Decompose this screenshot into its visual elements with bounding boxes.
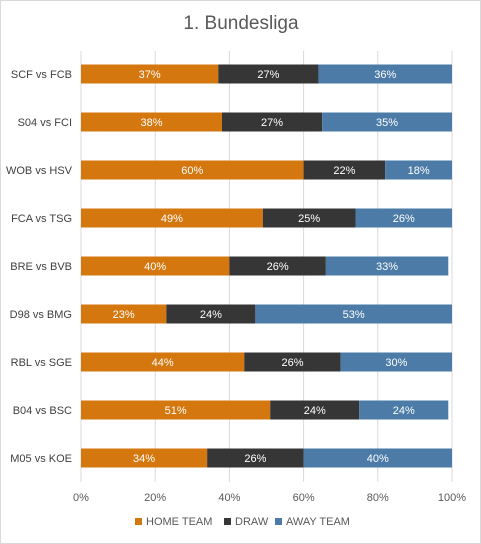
data-label: 53% bbox=[343, 309, 365, 321]
data-label: 25% bbox=[298, 213, 320, 225]
bar-segment bbox=[218, 64, 319, 84]
bar-segment bbox=[221, 112, 323, 132]
category-label: RBL vs SGE bbox=[11, 357, 72, 369]
x-axis-ticks: 0% 20% 40% 60% 80% 100% bbox=[73, 492, 466, 504]
data-label: 24% bbox=[393, 405, 415, 417]
bar-segment bbox=[340, 352, 452, 372]
category-label: B04 vs BSC bbox=[13, 405, 72, 417]
bar-segment bbox=[303, 448, 452, 468]
x-tick-label: 100% bbox=[438, 492, 466, 504]
category-label: D98 vs BMG bbox=[10, 309, 72, 321]
bar-segment bbox=[229, 256, 326, 276]
category-label: FCA vs TSG bbox=[11, 213, 72, 225]
bar-segment bbox=[303, 160, 386, 180]
category-label: M05 vs KOE bbox=[10, 453, 72, 465]
data-label: 33% bbox=[376, 261, 398, 273]
bar-segment bbox=[81, 112, 222, 132]
data-label: 36% bbox=[374, 69, 396, 81]
bars: 37% 27% 36% 38% 27% 35% 60% 22% 18% 49% 25% 26% 40% 2… bbox=[81, 64, 452, 468]
legend-label: DRAW bbox=[235, 516, 269, 528]
data-label: 51% bbox=[165, 405, 187, 417]
legend-label: HOME TEAM bbox=[146, 516, 212, 528]
bar-segment bbox=[262, 208, 356, 228]
bar-segment bbox=[355, 208, 452, 228]
x-tick-label: 20% bbox=[144, 492, 166, 504]
bar-segment bbox=[359, 400, 449, 420]
x-tick-label: 40% bbox=[218, 492, 240, 504]
bar-segment bbox=[81, 160, 304, 180]
data-label: 26% bbox=[393, 213, 415, 225]
chart-title: 1. Bundesliga bbox=[183, 13, 299, 34]
bar-segment bbox=[81, 208, 263, 228]
data-label: 34% bbox=[133, 453, 155, 465]
data-label: 44% bbox=[152, 357, 174, 369]
data-label: 26% bbox=[281, 357, 303, 369]
bar-segment bbox=[322, 112, 452, 132]
data-label: 26% bbox=[267, 261, 289, 273]
bar-segment bbox=[270, 400, 360, 420]
x-tick-label: 80% bbox=[367, 492, 389, 504]
bar-segment bbox=[325, 256, 449, 276]
data-label: 35% bbox=[376, 117, 398, 129]
bar-segment bbox=[81, 448, 208, 468]
category-label: BRE vs BVB bbox=[10, 261, 72, 273]
bar-segment bbox=[81, 352, 245, 372]
category-label: SCF vs FCB bbox=[11, 69, 72, 81]
bar-segment bbox=[244, 352, 341, 372]
x-tick-label: 60% bbox=[293, 492, 315, 504]
category-label: S04 vs FCI bbox=[18, 117, 72, 129]
data-label: 38% bbox=[140, 117, 162, 129]
data-label: 60% bbox=[181, 165, 203, 177]
bar-segment bbox=[207, 448, 304, 468]
legend: HOME TEAM DRAW AWAY TEAM bbox=[135, 516, 350, 528]
data-label: 24% bbox=[304, 405, 326, 417]
data-label: 49% bbox=[161, 213, 183, 225]
data-label: 40% bbox=[144, 261, 166, 273]
data-label: 26% bbox=[244, 453, 266, 465]
x-tick-label: 0% bbox=[73, 492, 89, 504]
bar-segment bbox=[385, 160, 452, 180]
data-label: 22% bbox=[333, 165, 355, 177]
bar-segment bbox=[81, 256, 230, 276]
bar-segment bbox=[255, 304, 452, 324]
data-label: 23% bbox=[113, 309, 135, 321]
bar-segment bbox=[81, 400, 271, 420]
data-label: 24% bbox=[200, 309, 222, 321]
data-label: 27% bbox=[261, 117, 283, 129]
data-label: 27% bbox=[257, 69, 279, 81]
legend-swatch bbox=[275, 518, 282, 525]
data-label: 37% bbox=[139, 69, 161, 81]
legend-swatch bbox=[224, 518, 231, 525]
bar-segment bbox=[318, 64, 452, 84]
legend-label: AWAY TEAM bbox=[286, 516, 350, 528]
data-label: 40% bbox=[367, 453, 389, 465]
bar-segment bbox=[166, 304, 256, 324]
bar-segment bbox=[81, 64, 219, 84]
category-labels: SCF vs FCB S04 vs FCI WOB vs HSV FCA vs TSG… bbox=[6, 69, 73, 465]
data-label: 30% bbox=[385, 357, 407, 369]
bar-segment bbox=[81, 304, 167, 324]
legend-swatch bbox=[135, 518, 142, 525]
data-label: 18% bbox=[408, 165, 430, 177]
category-label: WOB vs HSV bbox=[6, 165, 73, 177]
